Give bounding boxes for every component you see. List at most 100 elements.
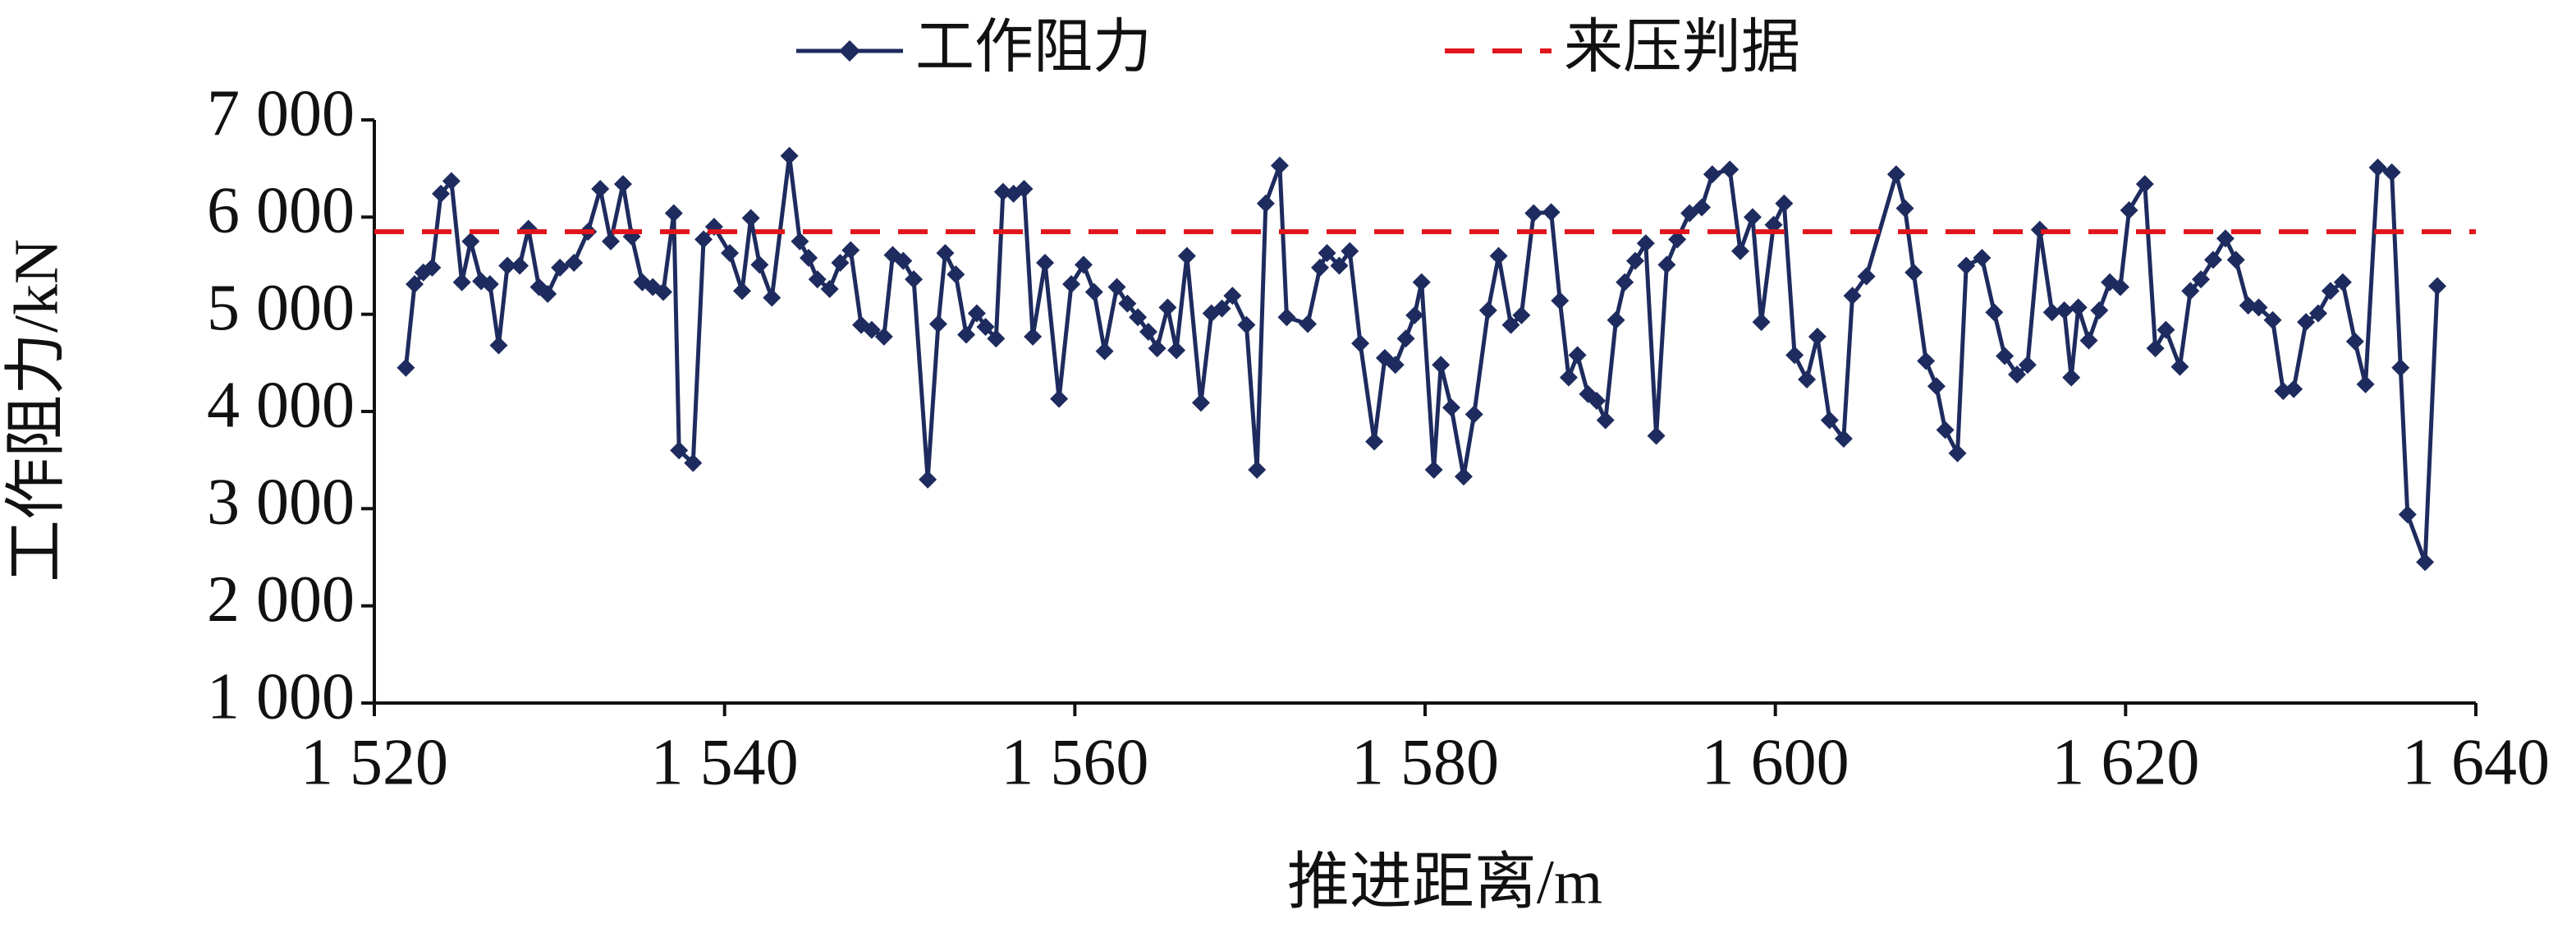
- data-point: [1424, 461, 1443, 479]
- data-point: [2321, 282, 2340, 301]
- x-tick-label: 1 520: [300, 726, 448, 798]
- data-point: [1501, 315, 1520, 334]
- data-point: [1223, 287, 1242, 306]
- data-point: [2181, 282, 2200, 301]
- data-point: [894, 251, 913, 270]
- data-point: [721, 244, 740, 263]
- data-point: [1775, 194, 1794, 213]
- data-point: [1277, 308, 1296, 327]
- data-point: [1551, 292, 1570, 310]
- data-point: [1857, 267, 1876, 286]
- data-point: [1299, 315, 1318, 333]
- data-point: [2345, 332, 2364, 351]
- data-point: [2157, 320, 2175, 339]
- data-point: [1948, 444, 1967, 462]
- data-point: [2090, 301, 2109, 319]
- data-point: [1721, 160, 1739, 179]
- data-point: [2428, 277, 2447, 296]
- data-point: [1657, 255, 1676, 274]
- data-point: [976, 318, 995, 337]
- data-point: [1596, 411, 1615, 430]
- data-point: [613, 175, 632, 194]
- data-point: [539, 284, 557, 303]
- data-point: [1917, 352, 1936, 370]
- data-point: [1318, 244, 1336, 263]
- data-point: [489, 336, 508, 355]
- data-point: [1785, 346, 1804, 365]
- x-tick-label: 1 540: [651, 726, 799, 798]
- data-point: [432, 184, 451, 203]
- data-point: [1542, 203, 1561, 222]
- data-point: [987, 329, 1006, 348]
- data-point: [2216, 229, 2235, 248]
- data-point: [1036, 253, 1055, 272]
- data-point: [1927, 377, 1946, 396]
- data-point: [396, 358, 415, 377]
- data-point: [519, 219, 538, 238]
- y-tick-label: 4 000: [207, 369, 355, 441]
- data-point: [2398, 505, 2417, 524]
- data-point: [406, 274, 424, 293]
- data-point: [1843, 287, 1862, 306]
- data-point: [791, 232, 809, 250]
- data-point: [1647, 426, 1666, 445]
- data-point: [800, 249, 818, 268]
- data-point: [2249, 298, 2268, 317]
- data-point: [2120, 201, 2138, 220]
- data-point: [1237, 315, 1256, 334]
- data-point: [841, 241, 860, 260]
- data-point: [1158, 298, 1177, 317]
- data-point: [1075, 255, 1093, 274]
- y-tick-label: 5 000: [207, 272, 355, 344]
- data-point: [2111, 278, 2129, 296]
- data-point: [1996, 347, 2015, 365]
- data-point: [1248, 461, 1267, 479]
- data-point: [780, 146, 799, 165]
- data-point: [733, 282, 751, 301]
- data-point: [1139, 322, 1157, 341]
- data-point: [967, 304, 986, 323]
- data-point: [1412, 273, 1431, 292]
- y-tick-label: 7 000: [207, 77, 355, 149]
- data-point: [1798, 370, 1817, 388]
- data-point: [1212, 299, 1231, 318]
- data-point: [1129, 308, 1148, 327]
- data-point: [1985, 303, 2004, 322]
- data-point: [1442, 398, 1460, 417]
- data-point: [2135, 175, 2154, 194]
- data-point: [2030, 220, 2049, 239]
- legend-label: 工作阻力: [915, 12, 1152, 81]
- data-point: [1432, 356, 1451, 375]
- data-point: [2008, 365, 2027, 384]
- data-point: [1095, 342, 1114, 361]
- data-point: [1167, 341, 1186, 360]
- data-point: [1050, 389, 1069, 408]
- data-point: [1743, 208, 1762, 227]
- data-point: [2382, 163, 2401, 182]
- y-tick-label: 6 000: [207, 175, 355, 247]
- data-point: [694, 230, 713, 249]
- data-point: [1351, 334, 1370, 353]
- data-point: [2055, 301, 2074, 319]
- data-point: [1693, 198, 1712, 217]
- x-tick-label: 1 620: [2051, 726, 2199, 798]
- data-point: [1607, 310, 1625, 329]
- data-point: [452, 273, 471, 292]
- data-point: [1895, 199, 1914, 218]
- data-point: [831, 253, 850, 272]
- y-tick-label: 2 000: [207, 563, 355, 636]
- data-point: [670, 441, 689, 460]
- data-point: [2042, 303, 2061, 322]
- data-point: [461, 232, 480, 250]
- data-point: [919, 470, 937, 489]
- data-point: [1904, 263, 1923, 282]
- data-point: [2018, 356, 2037, 375]
- data-point: [2226, 250, 2245, 269]
- data-point: [664, 204, 683, 223]
- data-point: [957, 325, 976, 344]
- x-tick-label: 1 560: [1001, 726, 1148, 798]
- data-point: [1341, 241, 1359, 260]
- data-point: [591, 180, 610, 199]
- data-point: [1731, 241, 1749, 260]
